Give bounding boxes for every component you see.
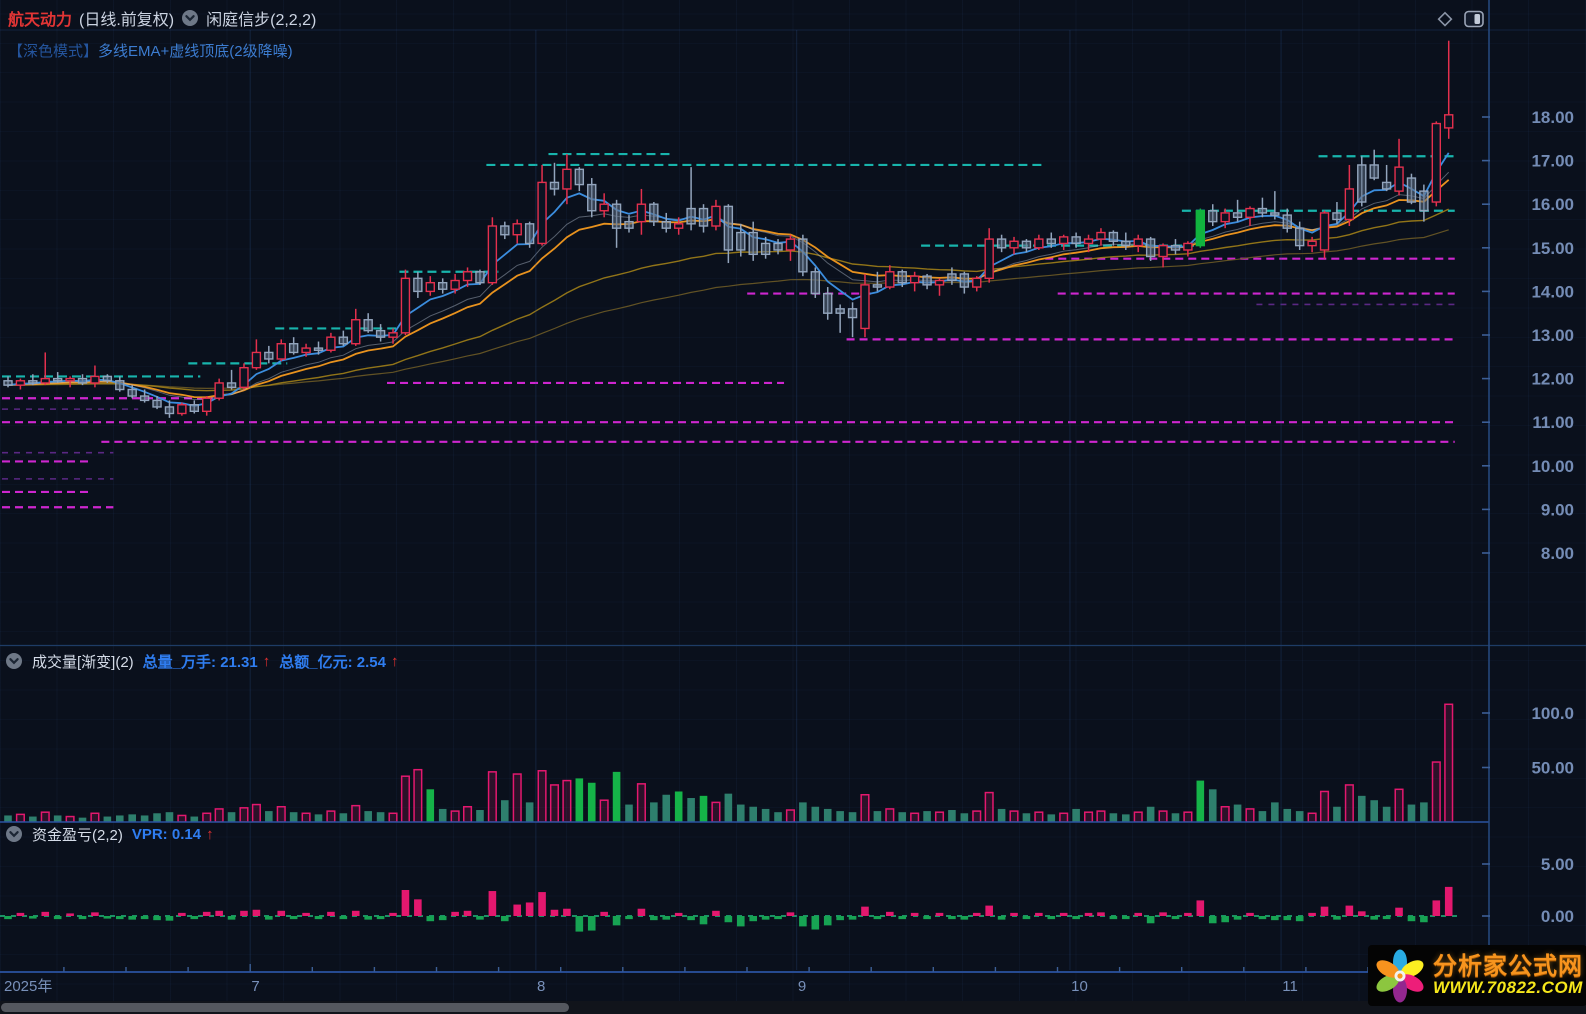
svg-text:10.00: 10.00 bbox=[1531, 457, 1574, 476]
svg-text:50.00: 50.00 bbox=[1531, 759, 1574, 778]
up-arrow-icon: ↑ bbox=[262, 652, 271, 670]
period-label: (日线.前复权) bbox=[79, 12, 175, 29]
up-arrow-icon: ↑ bbox=[390, 652, 399, 670]
amount-value: 2.54 bbox=[356, 653, 386, 671]
watermark-site-url: WWW.70822.COM bbox=[1433, 978, 1583, 998]
svg-text:18.00: 18.00 bbox=[1531, 108, 1574, 127]
svg-text:100.0: 100.0 bbox=[1531, 704, 1574, 723]
diamond-marker-icon[interactable] bbox=[1436, 10, 1454, 28]
watermark-logo: 分析家公式网 WWW.70822.COM bbox=[1368, 945, 1586, 1006]
collapse-chevron-icon[interactable] bbox=[181, 9, 199, 27]
watermark-site-name: 分析家公式网 bbox=[1433, 952, 1583, 980]
indicator-name: 闲庭信步(2,2,2) bbox=[206, 12, 317, 29]
svg-text:8.00: 8.00 bbox=[1541, 544, 1574, 563]
svg-text:14.00: 14.00 bbox=[1531, 282, 1574, 301]
chart-header: 航天动力 (日线.前复权) 闲庭信步(2,2,2) bbox=[8, 6, 316, 30]
svg-text:7: 7 bbox=[251, 978, 259, 995]
svg-text:12.00: 12.00 bbox=[1531, 370, 1574, 389]
collapse-chevron-icon[interactable] bbox=[5, 825, 23, 843]
volume-panel-header: 成交量[渐变](2) 总量_万手: 21.31 ↑ 总额_亿元: 2.54 ↑ bbox=[0, 648, 398, 674]
indicator-description: 多线EMA+虚线顶底(2级降噪) bbox=[98, 43, 293, 60]
dark-mode-tag: 【深色模式】 bbox=[8, 43, 99, 60]
svg-text:9: 9 bbox=[798, 978, 806, 995]
svg-text:11: 11 bbox=[1282, 978, 1298, 995]
amount-label: 总额_亿元: 2.54 bbox=[279, 653, 386, 671]
volume-total-label: 总量_万手: 21.31 bbox=[142, 653, 258, 671]
vpr-panel-header: 资金盈亏(2,2) VPR: 0.14 ↑ bbox=[0, 823, 214, 845]
svg-text:5.00: 5.00 bbox=[1541, 855, 1574, 874]
svg-text:10: 10 bbox=[1071, 978, 1088, 995]
svg-text:8: 8 bbox=[537, 978, 545, 995]
up-arrow-icon: ↑ bbox=[206, 825, 214, 843]
svg-text:0.00: 0.00 bbox=[1541, 907, 1574, 926]
svg-text:2025年: 2025年 bbox=[4, 978, 52, 995]
vpr-panel-title: 资金盈亏(2,2) bbox=[32, 826, 123, 844]
window-controls bbox=[1436, 10, 1485, 28]
volume-total-value: 21.31 bbox=[220, 653, 258, 671]
stock-name: 航天动力 bbox=[8, 12, 73, 29]
flower-logo-icon bbox=[1376, 949, 1424, 1002]
svg-text:15.00: 15.00 bbox=[1531, 239, 1574, 258]
volume-panel-title: 成交量[渐变](2) bbox=[32, 653, 134, 671]
collapse-chevron-icon[interactable] bbox=[5, 652, 23, 670]
vpr-label: VPR: 0.14 bbox=[131, 825, 202, 843]
indicator-subtitle: 【深色模式】多线EMA+虚线顶底(2级降噪) bbox=[8, 40, 293, 61]
scrollbar-thumb[interactable] bbox=[1, 1003, 569, 1012]
horizontal-scrollbar[interactable] bbox=[0, 1001, 1586, 1014]
svg-text:9.00: 9.00 bbox=[1541, 500, 1574, 519]
panel-layout-icon[interactable] bbox=[1464, 10, 1485, 28]
svg-text:11.00: 11.00 bbox=[1532, 413, 1574, 432]
svg-text:13.00: 13.00 bbox=[1531, 326, 1574, 345]
svg-text:17.00: 17.00 bbox=[1531, 152, 1574, 171]
vpr-value: 0.14 bbox=[171, 825, 202, 843]
svg-text:16.00: 16.00 bbox=[1531, 195, 1574, 214]
